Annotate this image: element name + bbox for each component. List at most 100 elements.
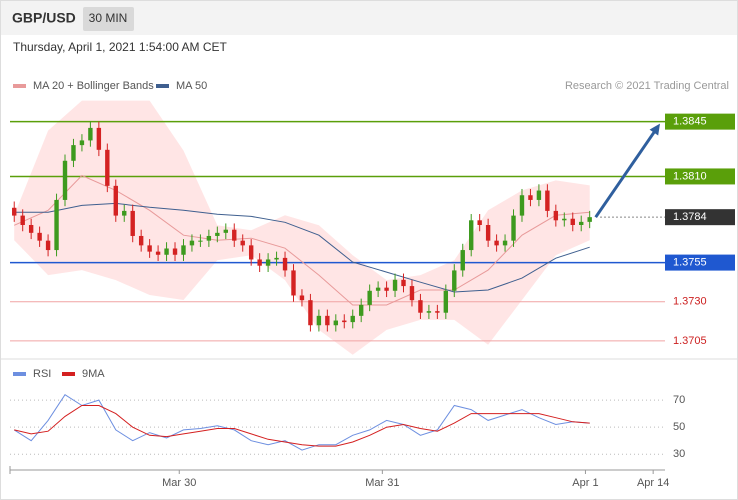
candle-body — [88, 127, 93, 141]
candle-body — [519, 195, 525, 216]
legend-swatch — [13, 84, 26, 88]
candle-body — [147, 245, 152, 252]
legend-label: 9MA — [82, 368, 105, 380]
moving-average — [13, 174, 590, 306]
candle-body — [587, 217, 592, 222]
price-badge — [665, 168, 735, 185]
x-tick-label: Apr 14 — [637, 477, 669, 489]
forecast-arrowhead — [649, 123, 660, 136]
candle-body — [562, 218, 567, 221]
price-label: 1.3845 — [673, 116, 707, 128]
candle-body — [232, 229, 237, 241]
candle-body — [274, 257, 279, 260]
candle-body — [350, 315, 355, 323]
price-badge — [665, 209, 735, 226]
candle-body — [257, 259, 262, 266]
candle-body — [198, 240, 203, 242]
candle-body — [181, 245, 186, 255]
candle-body — [333, 320, 339, 326]
candle-body — [460, 250, 465, 271]
y-tick-label: 30 — [673, 448, 685, 460]
candle-body — [122, 210, 127, 216]
candle-body — [130, 210, 135, 236]
price-label: 1.3755 — [673, 256, 707, 268]
x-tick-label: Apr 1 — [572, 477, 598, 489]
candle-body — [308, 300, 313, 326]
legend-label: MA 50 — [176, 80, 207, 92]
price-label: 1.3784 — [673, 211, 707, 223]
indicator-line — [13, 394, 590, 451]
candle-body — [367, 290, 372, 305]
legend-label: RSI — [33, 368, 51, 380]
attribution: Research © 2021 Trading Central — [565, 80, 729, 92]
x-tick-label: Mar 31 — [365, 477, 399, 489]
candle-body — [240, 240, 245, 246]
y-tick-label: 70 — [673, 394, 685, 406]
candle-body — [426, 311, 432, 313]
price-badge — [665, 254, 735, 271]
candle-body — [138, 235, 144, 246]
candle-body — [358, 304, 364, 316]
price-label: 1.3730 — [673, 296, 707, 308]
symbol: GBP/USD — [12, 10, 76, 26]
candle-body — [155, 251, 161, 255]
candle-body — [579, 221, 584, 225]
indicator-line — [14, 405, 590, 447]
price-label: 1.3810 — [673, 170, 707, 182]
candle-body — [375, 287, 381, 291]
candle-body — [435, 311, 440, 313]
candle-body — [164, 248, 169, 255]
candle-body — [79, 140, 85, 146]
candle-body — [485, 225, 491, 241]
moving-average — [14, 202, 590, 293]
candle-body — [206, 235, 212, 241]
candle-body — [384, 287, 389, 291]
candle-body — [342, 320, 347, 323]
candle-body — [113, 185, 118, 216]
candle-body — [105, 149, 110, 186]
candle-body — [392, 279, 398, 291]
candle-body — [511, 215, 516, 241]
candle-body — [223, 229, 228, 233]
legend-swatch — [156, 84, 169, 88]
candle-body — [409, 286, 415, 301]
candle-body — [299, 295, 305, 301]
legend-swatch — [62, 372, 75, 376]
candle-body — [45, 240, 51, 251]
candle-body — [502, 240, 508, 246]
candle-body — [536, 190, 542, 200]
interval-label[interactable]: 30 MIN — [89, 11, 128, 25]
candle-body — [418, 300, 423, 313]
y-tick-label: 50 — [673, 421, 685, 433]
candle-body — [37, 232, 42, 241]
timestamp: Thursday, April 1, 2021 1:54:00 AM CET — [13, 40, 228, 54]
candle-body — [477, 220, 482, 225]
candle-body — [325, 315, 330, 326]
x-tick-label: Mar 30 — [162, 477, 196, 489]
candle-body — [553, 210, 559, 221]
candle-body — [452, 270, 457, 291]
candle-body — [172, 248, 178, 255]
candle-body — [401, 279, 406, 287]
candle-body — [96, 127, 102, 150]
price-badge — [665, 113, 735, 130]
candle-body — [28, 225, 34, 233]
candle-body — [248, 245, 254, 260]
candle-body — [189, 240, 195, 246]
price-label: 1.3705 — [673, 335, 707, 347]
candle-body — [469, 220, 474, 251]
candle-body — [291, 270, 296, 296]
candle-body — [12, 207, 17, 216]
candle-body — [316, 315, 322, 326]
candle-body — [545, 190, 550, 211]
candle-body — [528, 195, 533, 200]
interval-button[interactable] — [83, 7, 134, 31]
candle-body — [265, 259, 271, 266]
candle-body — [62, 160, 68, 200]
candle-body — [215, 232, 220, 236]
candle-body — [443, 290, 449, 313]
candle-body — [20, 215, 25, 225]
candle-body — [570, 218, 575, 225]
legend-label: MA 20 + Bollinger Bands — [33, 80, 154, 92]
